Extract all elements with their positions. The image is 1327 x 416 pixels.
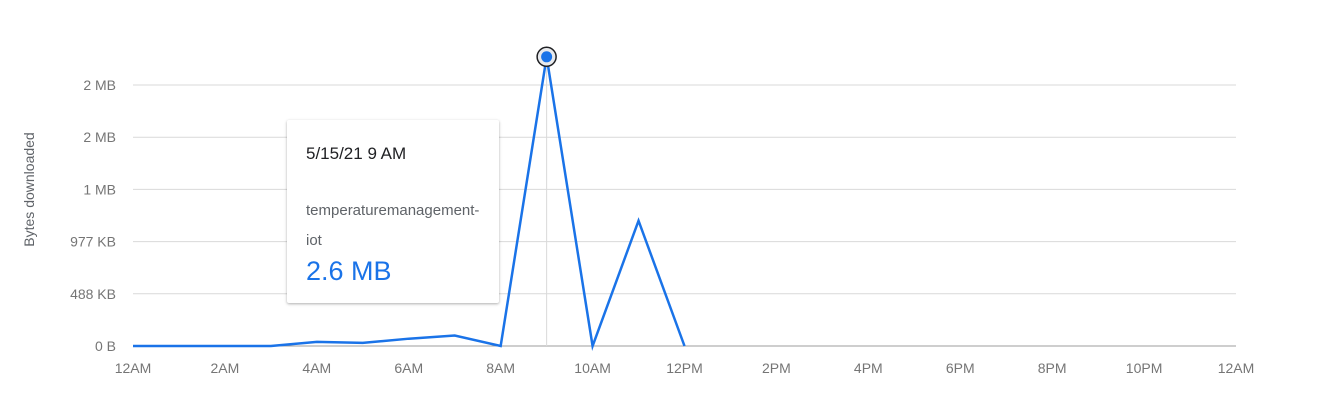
y-tick-label: 977 KB bbox=[70, 234, 116, 250]
x-tick-label: 2AM bbox=[211, 360, 240, 376]
series-layer bbox=[133, 46, 686, 351]
tooltip-series-name: temperaturemanagement-iot bbox=[306, 202, 480, 249]
series-line bbox=[133, 56, 686, 351]
y-tick-label: 2 MB bbox=[83, 77, 116, 93]
y-axis-title: Bytes downloaded bbox=[21, 132, 37, 246]
x-tick-label: 4AM bbox=[302, 360, 331, 376]
x-tick-label: 8AM bbox=[486, 360, 515, 376]
tooltip-date: 5/15/21 9 AM bbox=[306, 144, 407, 163]
x-tick-label: 6PM bbox=[946, 360, 975, 376]
y-tick-label: 0 B bbox=[95, 338, 116, 354]
y-tick-label: 1 MB bbox=[83, 181, 116, 197]
highlight-point[interactable] bbox=[541, 51, 553, 63]
x-tick-label: 4PM bbox=[854, 360, 883, 376]
y-tick-label: 2 MB bbox=[83, 129, 116, 145]
x-tick-label: 12AM bbox=[1218, 360, 1255, 376]
x-tick-label: 2PM bbox=[762, 360, 791, 376]
tooltip-value: 2.6 MB bbox=[306, 256, 392, 286]
x-tick-label: 8PM bbox=[1038, 360, 1067, 376]
x-axis-ticks: 12AM 2AM 4AM 6AM 8AM 10AM 12PM 2PM 4PM 6PM 8PM 10PM… bbox=[115, 360, 1255, 376]
x-tick-label: 10PM bbox=[1126, 360, 1163, 376]
x-tick-label: 12AM bbox=[115, 360, 152, 376]
chart-tooltip: 5/15/21 9 AM temperaturemanagement-iot 2… bbox=[287, 120, 499, 303]
x-tick-label: 10AM bbox=[574, 360, 611, 376]
x-tick-label: 12PM bbox=[666, 360, 703, 376]
x-tick-label: 6AM bbox=[394, 360, 423, 376]
y-tick-label: 488 KB bbox=[70, 286, 116, 302]
y-axis-ticks: 0 B 488 KB 977 KB 1 MB 2 MB 2 MB bbox=[70, 77, 116, 354]
